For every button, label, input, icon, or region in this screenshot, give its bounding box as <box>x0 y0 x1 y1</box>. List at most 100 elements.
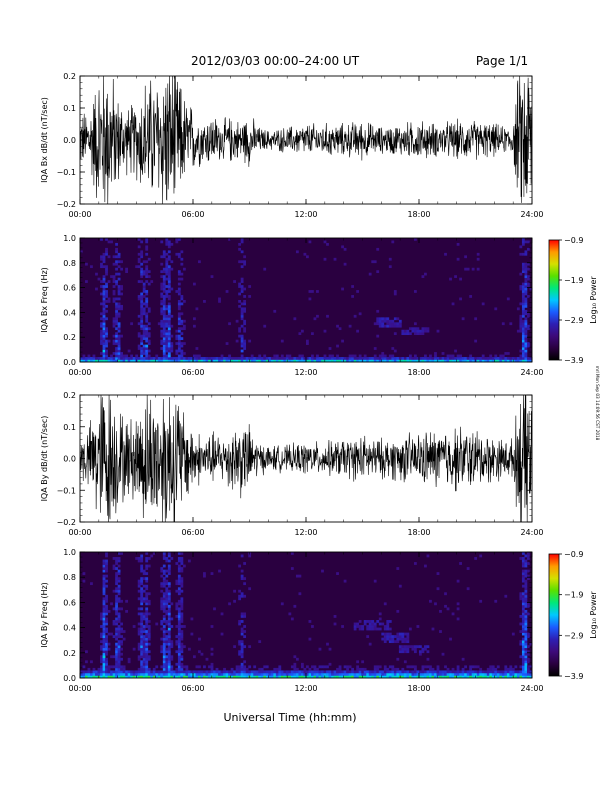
spectrogram-cell <box>403 660 407 664</box>
spectrogram-cell <box>368 642 372 646</box>
spectrogram-cell <box>175 357 179 360</box>
spectrogram-cell <box>519 245 523 249</box>
spectrogram-cell <box>137 632 141 636</box>
spectrogram-cell <box>521 650 525 654</box>
spectrogram-cell <box>238 620 242 623</box>
spectrogram-cell <box>383 625 387 628</box>
spectrogram-cell <box>85 357 88 360</box>
spectrogram-cell <box>117 655 121 659</box>
spectrogram-cell <box>361 625 365 628</box>
spectrogram-cell <box>145 647 149 651</box>
spectrogram-cell <box>406 672 410 676</box>
spectrogram-cell <box>142 302 146 306</box>
spectrogram-cell <box>504 359 508 363</box>
spectrogram-cell <box>102 617 106 621</box>
spectrogram-cell <box>521 609 525 613</box>
spectrogram-cell <box>376 672 380 676</box>
spectrogram-cell <box>238 242 242 246</box>
spectrogram-cell <box>509 672 513 676</box>
spectrogram-cell <box>248 672 252 676</box>
spectrogram-cell <box>90 582 93 586</box>
spectrogram-cell <box>100 312 103 316</box>
spectrogram-cell <box>240 670 244 674</box>
spectrogram-cell <box>215 675 219 679</box>
spectrogram-cell <box>381 352 385 355</box>
spectrogram-cell <box>521 574 525 578</box>
spectrogram-cell <box>160 255 164 259</box>
spectrogram-cell <box>421 650 425 654</box>
spectrogram-cell <box>456 665 460 669</box>
spectrogram-cell <box>446 667 450 671</box>
spectrogram-cell <box>162 287 166 291</box>
spectrogram-cell <box>140 675 144 679</box>
spectrogram-cell <box>373 260 377 264</box>
spectrogram-cell <box>431 670 435 674</box>
spectrogram-cell <box>117 272 121 276</box>
spectrogram-cell <box>162 352 166 355</box>
spectrogram-cell <box>459 675 462 679</box>
spectrogram-cell <box>499 675 503 679</box>
spectrogram-cell <box>145 552 149 555</box>
spectrogram-cell <box>401 650 405 654</box>
spectrogram-cell <box>240 339 244 343</box>
spectrogram-cell <box>82 675 86 679</box>
spectrogram-cell <box>180 665 184 669</box>
spectrogram-cell <box>147 592 151 596</box>
spectrogram-cell <box>233 359 236 363</box>
spectrogram-cell <box>90 265 93 269</box>
spectrogram-cell <box>524 347 528 350</box>
spectrogram-cell <box>524 277 528 281</box>
spectrogram-cell <box>421 665 425 669</box>
spectrogram-cell <box>102 579 106 583</box>
spectrogram-cell <box>140 252 144 256</box>
spectrogram-cell <box>117 255 121 259</box>
spectrogram-cell <box>218 357 221 360</box>
spectrogram-cell <box>429 675 432 679</box>
spectrogram-cell <box>137 607 141 611</box>
spectrogram-cell <box>185 675 189 679</box>
spectrogram-cell <box>479 667 483 671</box>
spectrogram-cell <box>524 645 528 649</box>
spectrogram-cell <box>177 319 181 323</box>
spectrogram-cell <box>117 620 121 623</box>
spectrogram-cell <box>167 584 171 588</box>
spectrogram-cell <box>521 637 525 641</box>
spectrogram-cell <box>120 670 123 674</box>
spectrogram-cell <box>92 670 96 674</box>
spectrogram-cell <box>160 262 164 266</box>
spectrogram-cell <box>328 359 332 363</box>
spectrogram-cell <box>142 675 146 679</box>
spectrogram-cell <box>177 650 181 654</box>
spectrogram-cell <box>386 622 390 626</box>
spectrogram-cell <box>107 297 111 301</box>
spectrogram-cell <box>373 670 377 674</box>
spectrogram-cell <box>524 660 528 664</box>
spectrogram-cell <box>411 672 415 676</box>
spectrogram-cell <box>180 562 184 565</box>
spectrogram-cell <box>102 650 106 654</box>
spectrogram-cell <box>336 672 339 676</box>
spectrogram-cell <box>318 670 322 674</box>
spectrogram-cell <box>122 630 126 633</box>
spectrogram-cell <box>142 577 146 581</box>
spectrogram-cell <box>82 357 86 360</box>
spectrogram-cell <box>105 309 108 313</box>
spectrogram-cell <box>162 280 166 283</box>
spectrogram-cell <box>160 295 164 298</box>
spectrogram-cell <box>145 329 149 333</box>
spectrogram-cell <box>147 657 151 661</box>
spectrogram-cell <box>172 357 176 360</box>
spectrogram-cell <box>223 357 226 360</box>
spectrogram-cell <box>398 645 402 649</box>
spectrogram-cell <box>165 672 169 676</box>
spectrogram-cell <box>125 267 129 271</box>
spectrogram-cell <box>140 262 144 266</box>
spectrogram-cell <box>102 615 106 618</box>
spectrogram-cell <box>102 582 106 586</box>
spectrogram-cell <box>223 672 226 676</box>
spectrogram-cell <box>336 670 339 674</box>
spectrogram-cell <box>411 675 415 679</box>
spectrogram-cell <box>140 637 144 641</box>
spectrogram-cell <box>120 640 123 644</box>
